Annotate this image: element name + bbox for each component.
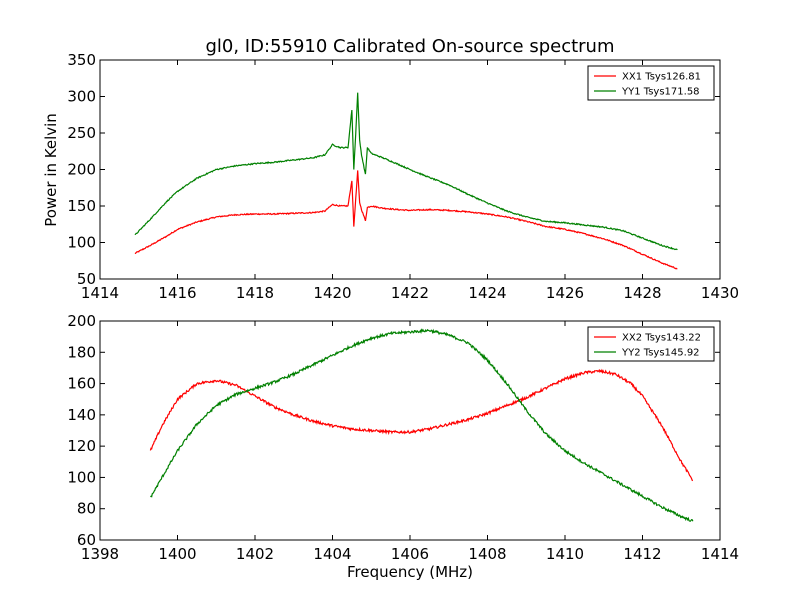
bottom-x-tick-label: 1408 — [468, 545, 506, 563]
bottom-x-tick-label: 1406 — [391, 545, 429, 563]
bottom-y-tick-label: 60 — [77, 531, 96, 549]
top-x-tick-label: 1426 — [546, 284, 584, 302]
top-y-tick-label: 150 — [67, 197, 96, 215]
bottom-x-tick-label: 1404 — [313, 545, 351, 563]
chart-title: gl0, ID:55910 Calibrated On-source spect… — [205, 36, 614, 57]
top-x-tick-label: 1420 — [313, 284, 351, 302]
top-series-line-2 — [134, 92, 678, 251]
bottom-y-tick-label: 180 — [67, 343, 96, 361]
top-x-tick-label: 1422 — [391, 284, 429, 302]
top-y-tick-label: 300 — [67, 88, 96, 106]
bottom-x-tick-label: 1410 — [546, 545, 584, 563]
top-y-tick-label: 100 — [67, 234, 96, 252]
bottom-x-tick-label: 1400 — [158, 545, 196, 563]
bottom-y-tick-label: 120 — [67, 437, 96, 455]
top-series-group — [134, 92, 678, 270]
top-x-tick-label: 1424 — [468, 284, 506, 302]
bottom-x-tick-label: 1414 — [701, 545, 739, 563]
bottom-x-tick-label: 1402 — [236, 545, 274, 563]
top-x-tick-label: 1430 — [701, 284, 739, 302]
top-legend-label-2: YY1 Tsys171.58 — [621, 87, 700, 98]
bottom-legend-box — [587, 326, 715, 362]
bottom-legend: XX2 Tsys143.22 YY2 Tsys145.92 — [587, 326, 715, 362]
top-x-tick-label: 1418 — [236, 284, 274, 302]
bottom-y-tick-label: 80 — [77, 500, 96, 518]
bottom-series-line-2 — [150, 328, 694, 522]
top-x-tick-label: 1416 — [158, 284, 196, 302]
top-y-tick-label: 50 — [77, 270, 96, 288]
bottom-y-tick-label: 100 — [67, 468, 96, 486]
bottom-legend-label-2: YY2 Tsys145.92 — [621, 348, 700, 359]
bottom-x-tick-label: 1398 — [81, 545, 119, 563]
top-series-line-1 — [134, 170, 678, 270]
plot-bottom: 1398 1400 1402 1404 1406 1408 1410 1412 1414 60 80… — [67, 312, 739, 563]
bottom-series-group — [149, 328, 694, 522]
bottom-legend-label-1: XX2 Tsys143.22 — [622, 333, 701, 344]
bottom-series-line-1 — [149, 368, 694, 482]
top-legend-label-1: XX1 Tsys126.81 — [622, 72, 701, 83]
top-x-tick-label: 1414 — [81, 284, 119, 302]
bottom-x-tick-label: 1412 — [623, 545, 661, 563]
top-legend-box — [587, 65, 715, 101]
top-y-tick-label: 200 — [67, 161, 96, 179]
top-legend: XX1 Tsys126.81 YY1 Tsys171.58 — [587, 65, 715, 101]
y-axis-label-top: Power in Kelvin — [42, 113, 60, 227]
bottom-y-tick-label: 200 — [67, 312, 96, 330]
bottom-y-tick-label: 160 — [67, 375, 96, 393]
top-y-tick-label: 250 — [67, 124, 96, 142]
top-y-tick-label: 350 — [67, 51, 96, 69]
x-axis-label: Frequency (MHz) — [347, 563, 473, 581]
plot-top: 1414 1416 1418 1420 1422 1424 1426 1428 1430 50 10… — [67, 51, 739, 302]
bottom-y-tick-label: 140 — [67, 406, 96, 424]
top-x-tick-label: 1428 — [623, 284, 661, 302]
